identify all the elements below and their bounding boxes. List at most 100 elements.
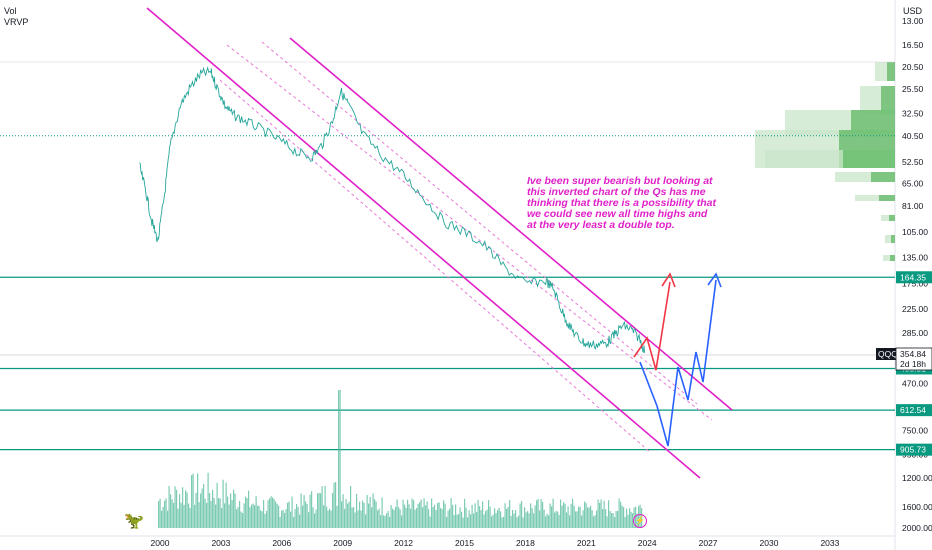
volume-bar: [585, 503, 587, 528]
volume-bar: [210, 501, 212, 528]
y-tick-label: 25.50: [902, 84, 924, 94]
x-tick-label: 2015: [455, 538, 474, 548]
volume-bar: [609, 511, 611, 528]
volume-bar: [246, 498, 248, 528]
volume-bar: [233, 489, 235, 528]
volume-bar: [473, 513, 475, 528]
volume-bar: [437, 502, 439, 528]
volume-bar: [431, 498, 433, 528]
volume-bar: [261, 511, 263, 528]
volume-bar: [314, 513, 316, 528]
tradingview-dino-icon[interactable]: 🦖: [124, 513, 144, 530]
volume-bar: [195, 492, 197, 528]
volume-bar: [290, 511, 292, 528]
volume-bar: [588, 507, 590, 528]
volume-bar: [338, 390, 340, 528]
volume-bar: [344, 508, 346, 528]
volume-bar: [381, 497, 383, 528]
volume-bar: [342, 494, 344, 528]
volume-bar: [345, 499, 347, 528]
volume-bar: [590, 505, 592, 528]
volume-bar: [371, 507, 373, 528]
red-projection-arrowhead: [661, 272, 676, 288]
volume-bar: [618, 498, 620, 528]
volume-bar: [258, 506, 260, 528]
volume-bar: [452, 504, 454, 528]
y-tick-label: 65.00: [902, 179, 924, 189]
volume-bar: [339, 390, 341, 528]
volume-bar: [357, 510, 359, 528]
volume-bar: [303, 495, 305, 528]
volume-bar: [480, 510, 482, 528]
volume-bar: [335, 482, 337, 528]
ticker-badge-label: QQQ: [878, 349, 898, 359]
volume-bar: [380, 515, 382, 528]
volume-bar: [321, 486, 323, 528]
volume-bar: [324, 485, 326, 528]
volume-bar: [387, 511, 389, 528]
volume-bar: [171, 499, 173, 528]
volume-bar: [201, 488, 203, 528]
volume-bar: [240, 511, 242, 528]
volume-bar: [470, 514, 472, 528]
volume-bar: [414, 509, 416, 528]
channel-dashed-line: [219, 79, 651, 453]
y-tick-label: 1200.00: [902, 473, 932, 483]
volume-bar: [224, 503, 226, 528]
volume-bar: [170, 494, 172, 528]
volume-bar: [500, 511, 502, 528]
volume-bar: [366, 495, 368, 528]
volume-bar: [167, 510, 169, 528]
volume-bar: [207, 472, 209, 528]
countdown-label: 2d 18h: [900, 359, 926, 369]
volume-bar: [479, 506, 481, 528]
indicator-vol-label[interactable]: Vol: [4, 6, 17, 16]
volume-bar: [534, 505, 536, 528]
volume-bar: [504, 503, 506, 528]
volume-bar: [620, 501, 622, 528]
volume-bar: [177, 508, 179, 528]
currency-label[interactable]: USD: [903, 6, 923, 16]
volume-bar: [581, 515, 583, 528]
volume-bar: [498, 507, 500, 528]
volume-bar: [419, 502, 421, 528]
volume-bar: [285, 509, 287, 528]
volume-bar: [255, 496, 257, 528]
volume-bar: [624, 516, 626, 528]
volume-bar: [621, 505, 623, 528]
volume-bar: [524, 507, 526, 528]
volume-bar: [174, 486, 176, 528]
volume-bar: [602, 509, 604, 528]
volume-bar: [225, 482, 227, 528]
volume-bar: [608, 500, 610, 528]
volume-bar: [438, 502, 440, 528]
x-tick-label: 2030: [760, 538, 779, 548]
x-tick-label: 2000: [151, 538, 170, 548]
volume-bar: [287, 502, 289, 528]
x-tick-label: 2012: [394, 538, 413, 548]
volume-bar: [506, 508, 508, 528]
volume-bar: [455, 504, 457, 528]
indicator-vrvp-label[interactable]: VRVP: [4, 17, 29, 27]
volume-bar: [179, 494, 181, 528]
volume-bar: [513, 513, 515, 528]
annotation-note[interactable]: Ive been super bearish but looking at th…: [527, 175, 717, 231]
volume-bar: [522, 517, 524, 528]
volume-bar: [323, 505, 325, 528]
lightning-icon[interactable]: ⚡: [633, 514, 647, 528]
volume-bar: [458, 513, 460, 528]
volume-bar: [206, 502, 208, 528]
volume-bar: [423, 498, 425, 528]
volume-bar: [278, 505, 280, 528]
volume-bar: [161, 510, 163, 528]
volume-bar: [291, 496, 293, 528]
volume-bar: [560, 499, 562, 528]
volume-bar: [212, 489, 214, 528]
volume-bar: [476, 511, 478, 528]
volume-bar: [435, 510, 437, 528]
volume-bar: [330, 510, 332, 528]
volume-bar: [462, 517, 464, 528]
volume-bar: [245, 496, 247, 528]
volume-bar: [221, 508, 223, 528]
